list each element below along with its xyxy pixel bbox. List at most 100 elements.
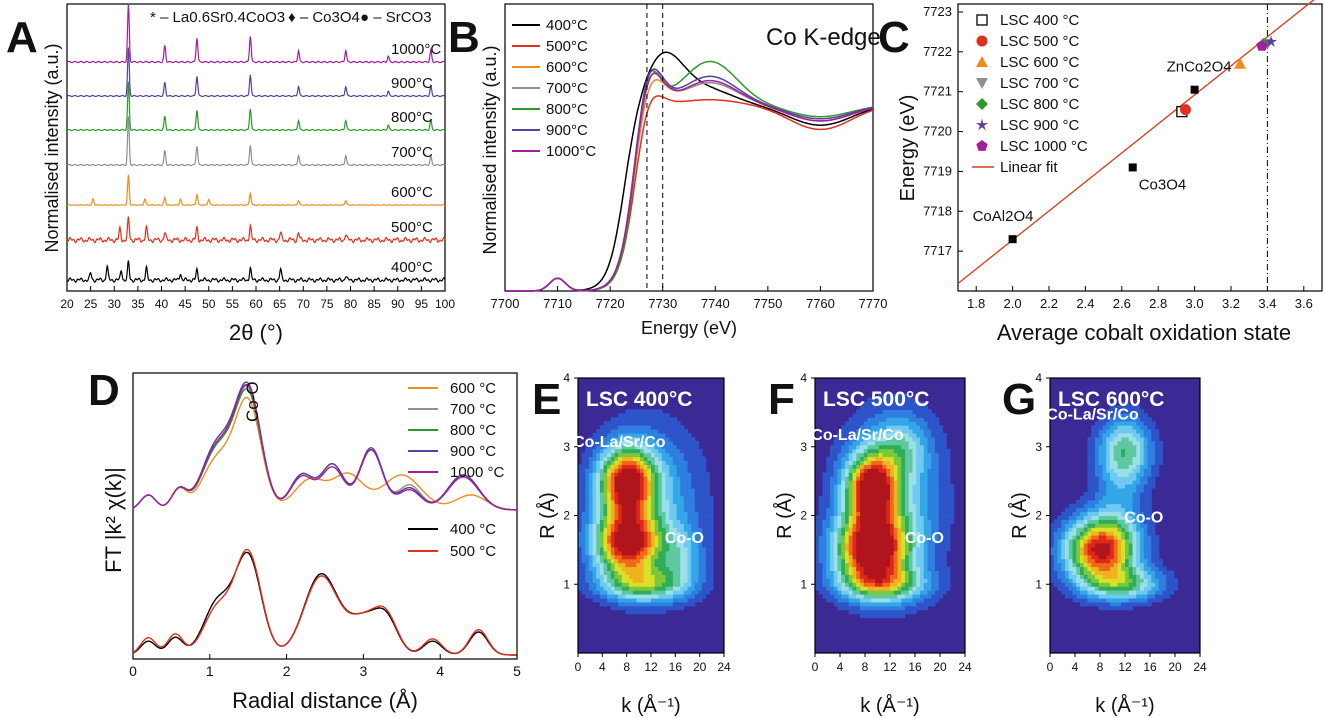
heatmap-cell — [705, 519, 710, 524]
heatmap-cell — [1143, 590, 1148, 595]
heatmap-cell — [845, 491, 850, 497]
heatmap-cell — [1113, 605, 1118, 611]
heatmap-cell — [687, 515, 692, 520]
heatmap-cell — [856, 476, 861, 481]
heatmap-cell — [658, 582, 663, 587]
heatmap-cell — [592, 464, 597, 469]
heatmap-cell — [875, 433, 880, 438]
heatmap-cell — [818, 558, 823, 564]
heatmap-cell — [1121, 401, 1126, 406]
heatmap-cell — [1095, 531, 1100, 536]
heatmap-cell — [878, 590, 883, 595]
heatmap-cell — [1128, 436, 1133, 442]
reference-marker — [1128, 163, 1137, 172]
heatmap-cell — [837, 488, 842, 493]
heatmap-cell — [890, 527, 895, 532]
heatmap-cell — [578, 468, 583, 473]
heatmap-cell — [581, 488, 586, 493]
heatmap-cell — [1098, 590, 1103, 595]
heatmap-cell — [705, 472, 710, 477]
heatmap-cell — [691, 468, 696, 473]
heatmap-cell — [920, 456, 925, 461]
heatmap-cell — [647, 519, 652, 524]
heatmap-cell — [621, 601, 626, 607]
heatmap-cell — [1113, 511, 1118, 516]
heatmap-cell — [621, 464, 626, 469]
x-tick-label: 12 — [883, 660, 897, 674]
heatmap-cell — [897, 464, 902, 469]
heatmap-cell — [938, 460, 943, 465]
heatmap-cell — [632, 456, 637, 461]
heatmap-cell — [1132, 554, 1137, 560]
heatmap-cell — [683, 440, 688, 446]
heatmap-cell — [1113, 472, 1118, 477]
heatmap-cell — [1113, 480, 1118, 485]
heatmap-cell — [905, 554, 910, 560]
heatmap-cell — [1087, 507, 1092, 513]
heatmap-cell — [893, 488, 898, 493]
heatmap-cell — [1158, 578, 1163, 583]
heatmap-cell — [1132, 550, 1137, 556]
heatmap-cell — [599, 527, 605, 532]
heatmap-cell — [661, 495, 667, 501]
heatmap-cell — [863, 488, 868, 493]
heatmap-cell — [886, 605, 891, 611]
heatmap-cell — [935, 429, 940, 434]
heatmap-cell — [702, 507, 707, 513]
heatmap-cell — [1087, 444, 1092, 450]
y-tick-label: 2 — [563, 509, 570, 523]
heatmap-cell — [607, 495, 612, 501]
xrd-series-line — [66, 216, 446, 244]
heatmap-cell — [950, 503, 955, 509]
y-tick-label: 7721 — [923, 84, 952, 99]
heatmap-cell — [916, 464, 921, 469]
heatmap-cell — [640, 558, 645, 564]
heatmap-cell — [920, 495, 925, 501]
heatmap-cell — [908, 405, 913, 410]
heatmap-cell — [875, 413, 880, 418]
heatmap-cell — [687, 562, 692, 568]
heatmap-cell — [875, 507, 880, 513]
heatmap-cell — [886, 464, 891, 469]
heatmap-cell — [621, 543, 626, 548]
heatmap-cell — [863, 570, 868, 575]
heatmap-cell — [871, 546, 876, 552]
heatmap-cell — [614, 566, 619, 571]
heatmap-cell — [882, 594, 887, 599]
heatmap-cell — [665, 495, 670, 501]
heatmap-cell — [1128, 444, 1133, 450]
heatmap-cell — [860, 527, 865, 532]
heatmap-cell — [607, 440, 612, 446]
heatmap-cell — [665, 425, 670, 430]
heatmap-cell — [578, 535, 583, 540]
heatmap-cell — [683, 491, 688, 497]
heatmap-cell — [893, 397, 898, 403]
heatmap-cell — [651, 440, 656, 446]
heatmap-cell — [581, 515, 586, 520]
heatmap-cell — [1095, 523, 1100, 528]
heatmap-cell — [672, 491, 678, 497]
heatmap-cell — [578, 550, 583, 556]
heatmap-cell — [614, 511, 619, 516]
heatmap-cell — [610, 503, 615, 509]
heatmap-cell — [1113, 452, 1118, 458]
heatmap-cell — [927, 491, 932, 497]
heatmap-cell — [698, 543, 703, 548]
heatmap-cell — [632, 558, 637, 564]
heatmap-cell — [920, 539, 925, 544]
heatmap-cell — [610, 539, 615, 544]
heatmap-cell — [920, 507, 925, 513]
heatmap-cell — [643, 574, 648, 579]
heatmap-cell — [1098, 582, 1103, 587]
heatmap-cell — [640, 527, 645, 532]
heatmap-cell — [614, 543, 619, 548]
heatmap-cell — [1102, 456, 1107, 461]
heatmap-cell — [871, 495, 876, 501]
heatmap-cell — [588, 543, 594, 548]
heatmap-cell — [1132, 495, 1137, 501]
heatmap-cell — [852, 601, 857, 607]
heatmap-cell — [614, 515, 619, 520]
heatmap-cell — [610, 476, 615, 481]
heatmap-cell — [916, 550, 921, 556]
heatmap-cell — [651, 582, 656, 587]
